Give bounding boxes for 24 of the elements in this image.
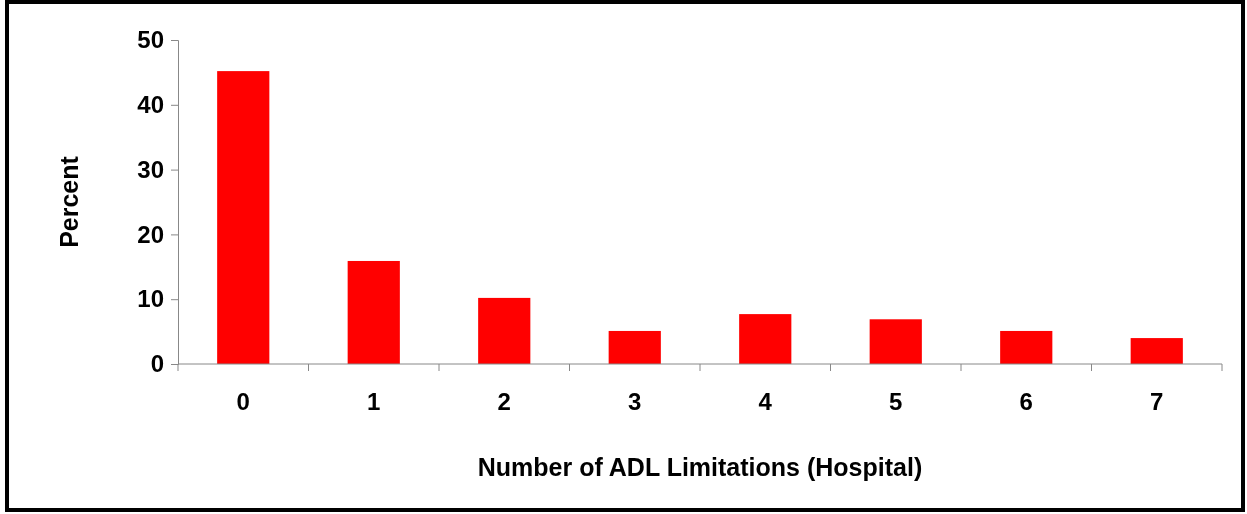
bar [608, 330, 661, 364]
bar [739, 314, 792, 364]
bar [1130, 338, 1183, 364]
bar [478, 297, 531, 364]
bar [347, 260, 400, 364]
y-tick-label: 40 [137, 90, 164, 118]
x-tick-label: 1 [367, 388, 381, 415]
x-tick-label: 3 [628, 388, 642, 415]
x-tick-label: 4 [758, 388, 773, 415]
x-tick-label: 0 [236, 388, 250, 415]
bar [1000, 330, 1053, 364]
bar [217, 71, 270, 364]
y-tick-label: 0 [150, 350, 164, 378]
y-tick-label: 50 [137, 26, 164, 54]
y-tick-label: 30 [137, 155, 164, 183]
y-tick-label: 20 [137, 220, 164, 248]
x-tick-label: 5 [889, 388, 903, 415]
x-tick-label: 7 [1150, 388, 1164, 415]
bar [869, 319, 922, 364]
x-axis-title: Number of ADL Limitations (Hospital) [477, 453, 923, 481]
x-tick-label: 6 [1019, 388, 1033, 415]
x-tick-label: 2 [497, 388, 511, 415]
y-tick-label: 10 [137, 285, 164, 313]
y-axis-title: Percent [55, 155, 83, 248]
